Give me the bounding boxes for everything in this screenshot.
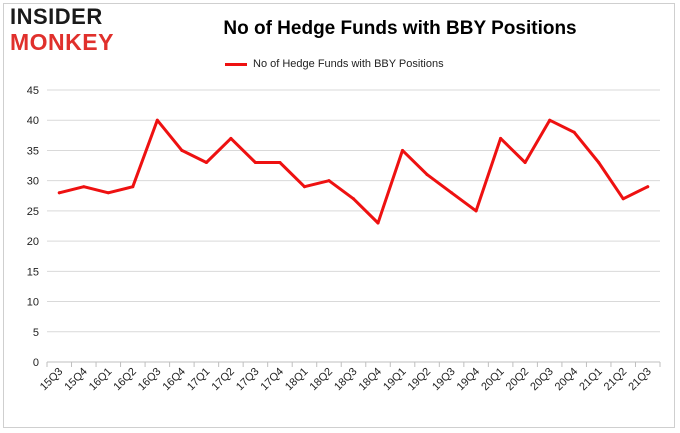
y-tick-label: 40 xyxy=(27,115,39,127)
x-tick-label: 18Q3 xyxy=(332,366,360,394)
data-point xyxy=(425,173,429,177)
chart-title: No of Hedge Funds with BBY Positions xyxy=(223,18,577,39)
y-tick-label: 35 xyxy=(27,145,39,157)
y-tick-label: 5 xyxy=(33,327,39,339)
x-tick-label: 17Q2 xyxy=(209,366,237,394)
y-tick-label: 30 xyxy=(27,176,39,188)
x-tick-label: 18Q2 xyxy=(308,366,336,394)
x-tick-label: 16Q1 xyxy=(87,366,115,394)
chart-frame xyxy=(3,3,675,428)
data-point xyxy=(548,118,552,122)
x-tick-label: 20Q2 xyxy=(504,366,532,394)
x-tick-label: 16Q3 xyxy=(136,366,164,394)
x-tick-label: 19Q4 xyxy=(455,366,483,394)
logo-line-1: INSIDER xyxy=(10,4,103,29)
x-tick-label: 15Q4 xyxy=(62,366,90,394)
data-point xyxy=(278,161,282,165)
chart-legend: No of Hedge Funds with BBY Positions xyxy=(225,56,444,72)
data-point xyxy=(597,161,601,165)
x-tick-label: 19Q1 xyxy=(381,366,409,394)
legend-label: No of Hedge Funds with BBY Positions xyxy=(253,58,444,70)
x-tick-label: 19Q3 xyxy=(430,366,458,394)
x-tick-label: 21Q3 xyxy=(626,366,654,394)
data-point xyxy=(499,136,503,140)
x-tick-label: 16Q4 xyxy=(160,366,188,394)
legend-swatch xyxy=(225,62,247,66)
data-point xyxy=(57,191,61,195)
data-point xyxy=(302,185,306,189)
data-point xyxy=(646,185,650,189)
y-tick-label: 15 xyxy=(27,266,39,278)
y-tick-label: 0 xyxy=(33,357,39,369)
y-tick-label: 45 xyxy=(27,85,39,97)
series-line xyxy=(57,118,650,225)
data-point xyxy=(327,179,331,183)
data-point xyxy=(229,136,233,140)
logo-line-2: MONKEY xyxy=(10,29,114,55)
x-tick-label: 19Q2 xyxy=(406,366,434,394)
x-tick-label: 17Q4 xyxy=(259,366,287,394)
y-tick-label: 25 xyxy=(27,206,39,218)
x-tick-label: 20Q4 xyxy=(553,366,581,394)
data-point xyxy=(180,148,184,152)
data-point xyxy=(82,185,86,189)
data-point xyxy=(621,197,625,201)
insider-monkey-logo: INSIDER MONKEY xyxy=(10,6,130,58)
data-point xyxy=(204,161,208,165)
x-tick-label: 18Q1 xyxy=(283,366,311,394)
y-tick-label: 10 xyxy=(27,297,39,309)
data-point xyxy=(376,221,380,225)
x-tick-label: 21Q2 xyxy=(602,366,630,394)
x-tick-label: 20Q3 xyxy=(528,366,556,394)
x-tick-label: 17Q3 xyxy=(234,366,262,394)
data-point xyxy=(450,191,454,195)
x-tick-label: 15Q3 xyxy=(38,366,66,394)
x-tick-label: 20Q1 xyxy=(479,366,507,394)
x-tick-label: 17Q1 xyxy=(185,366,213,394)
data-point xyxy=(401,148,405,152)
data-point xyxy=(253,161,257,165)
data-point xyxy=(474,209,478,213)
data-point xyxy=(131,185,135,189)
data-point xyxy=(523,161,527,165)
data-point xyxy=(155,118,159,122)
x-tick-label: 18Q4 xyxy=(357,366,385,394)
x-tick-label: 16Q2 xyxy=(111,366,139,394)
data-point xyxy=(106,191,110,195)
data-point xyxy=(572,130,576,134)
x-tick-label: 21Q1 xyxy=(577,366,605,394)
data-point xyxy=(352,197,355,201)
y-tick-label: 20 xyxy=(27,236,39,248)
